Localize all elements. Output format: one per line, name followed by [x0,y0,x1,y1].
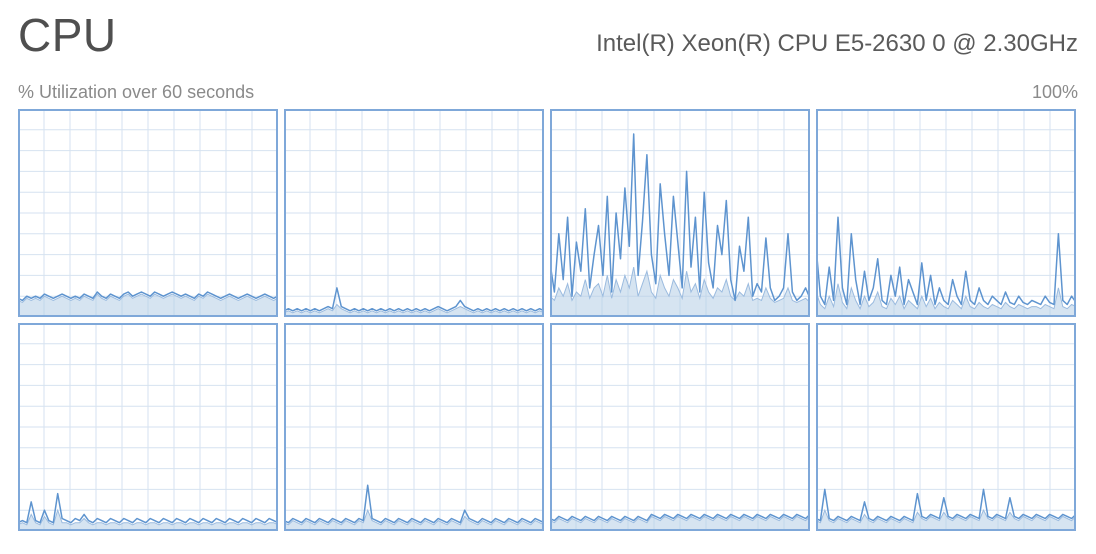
cpu-panel-cpu0 [18,109,278,317]
header: CPU Intel(R) Xeon(R) CPU E5-2630 0 @ 2.3… [18,0,1078,62]
cpu-panel-cpu6 [550,323,810,531]
axis-labels: % Utilization over 60 seconds 100% [18,82,1078,103]
cpu-panel-cpu5 [284,323,544,531]
y-axis-right-label: 100% [1032,82,1078,103]
cpu-panel-cpu2 [550,109,810,317]
cpu-panel-cpu4 [18,323,278,531]
cpu-model-label: Intel(R) Xeon(R) CPU E5-2630 0 @ 2.30GHz [596,30,1078,58]
cpu-panel-cpu7 [816,323,1076,531]
y-axis-left-label: % Utilization over 60 seconds [18,82,254,103]
page-title: CPU [18,8,117,62]
cpu-panel-cpu1 [284,109,544,317]
cpu-panels-grid [18,109,1078,531]
cpu-panel-cpu3 [816,109,1076,317]
